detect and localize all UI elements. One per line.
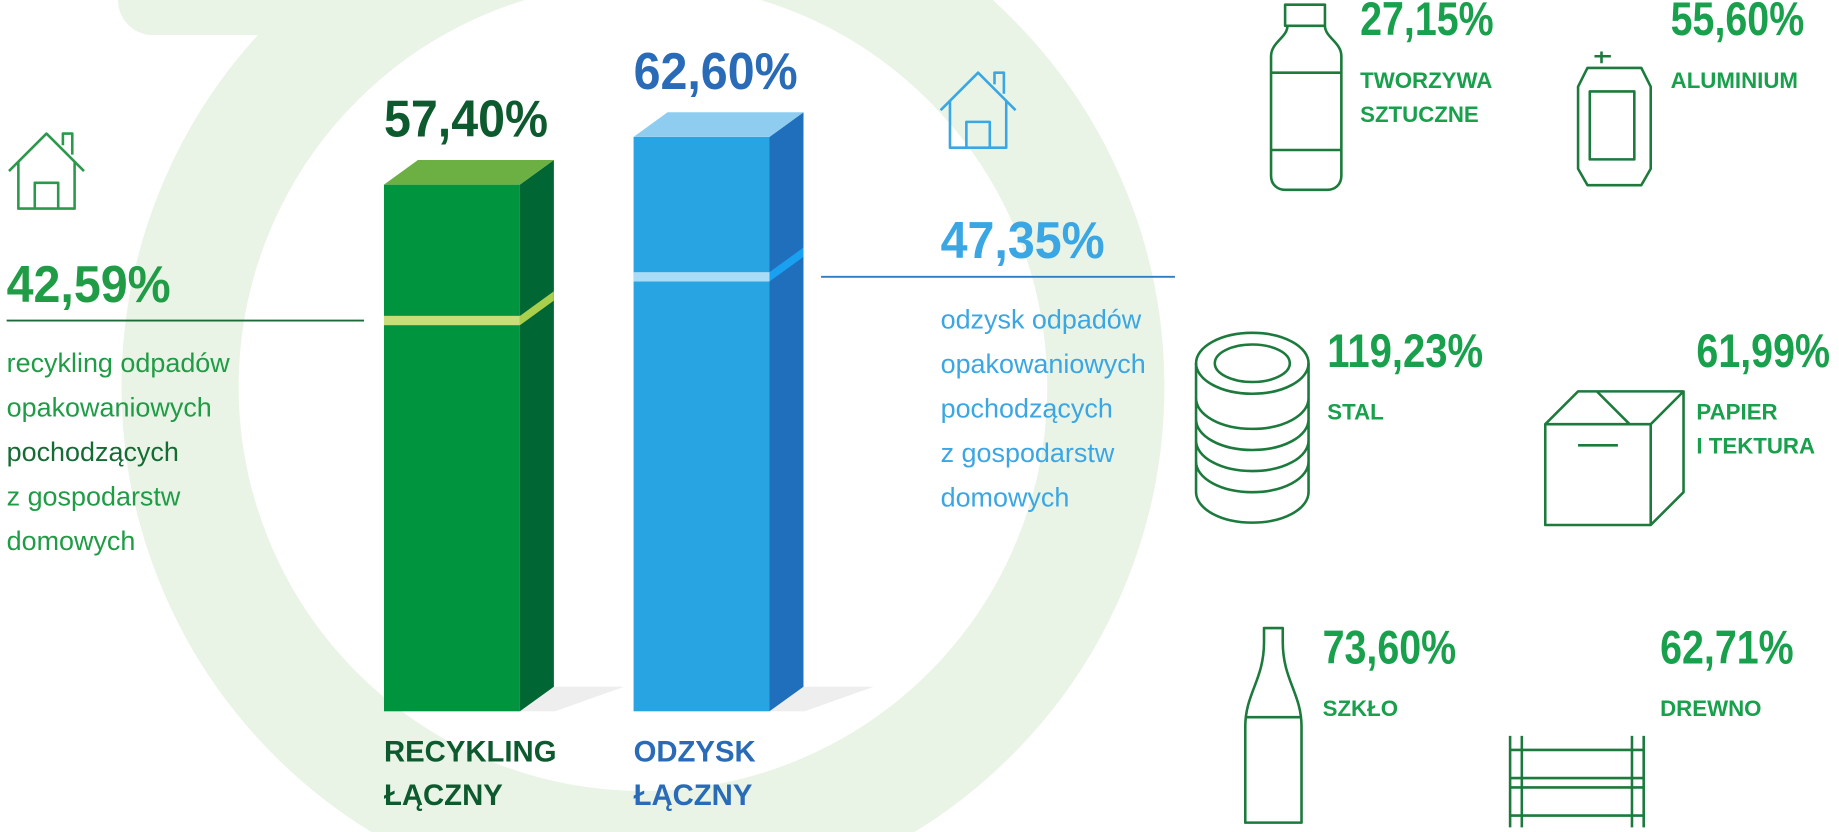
material-name: STAL [1327,400,1383,425]
category-label-box: RECYKLING ŁĄCZNY [384,731,571,829]
material-name: I TEKTURA [1696,433,1815,458]
household-text: z gospodarstw [941,438,1115,468]
household-band [634,272,770,281]
material-name: DREWNO [1660,696,1761,721]
bar-value-label: 62,60% [634,42,798,100]
bar-side [520,160,554,711]
material-value: 61,99% [1696,325,1830,377]
household-text: pochodzących [941,393,1113,423]
household-text: odzysk odpadów [941,304,1142,334]
material-name: SZTUCZNE [1360,102,1479,127]
material-name: SZKŁO [1323,696,1398,721]
can-icon [1578,52,1651,186]
category-label-box: ODZYSK ŁĄCZNY [634,731,821,829]
material-value: 62,71% [1660,621,1794,673]
infographic: 57,40% RECYKLING ŁĄCZNY 42,59% recykling od… [0,0,1839,832]
household-label: 47,35% [941,211,1105,269]
material-value: 119,23% [1327,325,1483,377]
household-text: domowych [7,526,136,556]
household-text: pochodzących [7,437,179,467]
household-text: opakowaniowych [941,349,1146,379]
bar [634,137,770,711]
household-text: opakowaniowych [7,393,212,423]
household-label: 42,59% [7,255,171,313]
household-text: z gospodarstw [7,482,181,512]
bottle-icon [1271,5,1341,190]
category-label: RECYKLING ŁĄCZNY [384,731,525,818]
household-band [384,316,520,325]
box-icon [1545,391,1683,525]
material-value: 73,60% [1323,621,1457,673]
household-text: domowych [941,483,1070,513]
bar-side [770,112,804,711]
page: {"chart_data": { "type": "bar", "categor… [0,0,1839,832]
category-label: ODZYSK ŁĄCZNY [634,731,775,818]
material-name: ALUMINIUM [1671,68,1798,93]
bar [384,185,520,712]
bar-value-label: 57,40% [384,90,548,148]
household-text: recykling odpadów [7,348,231,378]
material-name: PAPIER [1696,400,1777,425]
glass-bottle-icon [1245,628,1301,823]
cans-stack-icon [1196,333,1308,523]
material-value: 55,60% [1671,0,1805,45]
crate-icon [1510,736,1644,827]
material-value: 27,15% [1360,0,1494,45]
material-name: TWORZYWA [1360,68,1492,93]
